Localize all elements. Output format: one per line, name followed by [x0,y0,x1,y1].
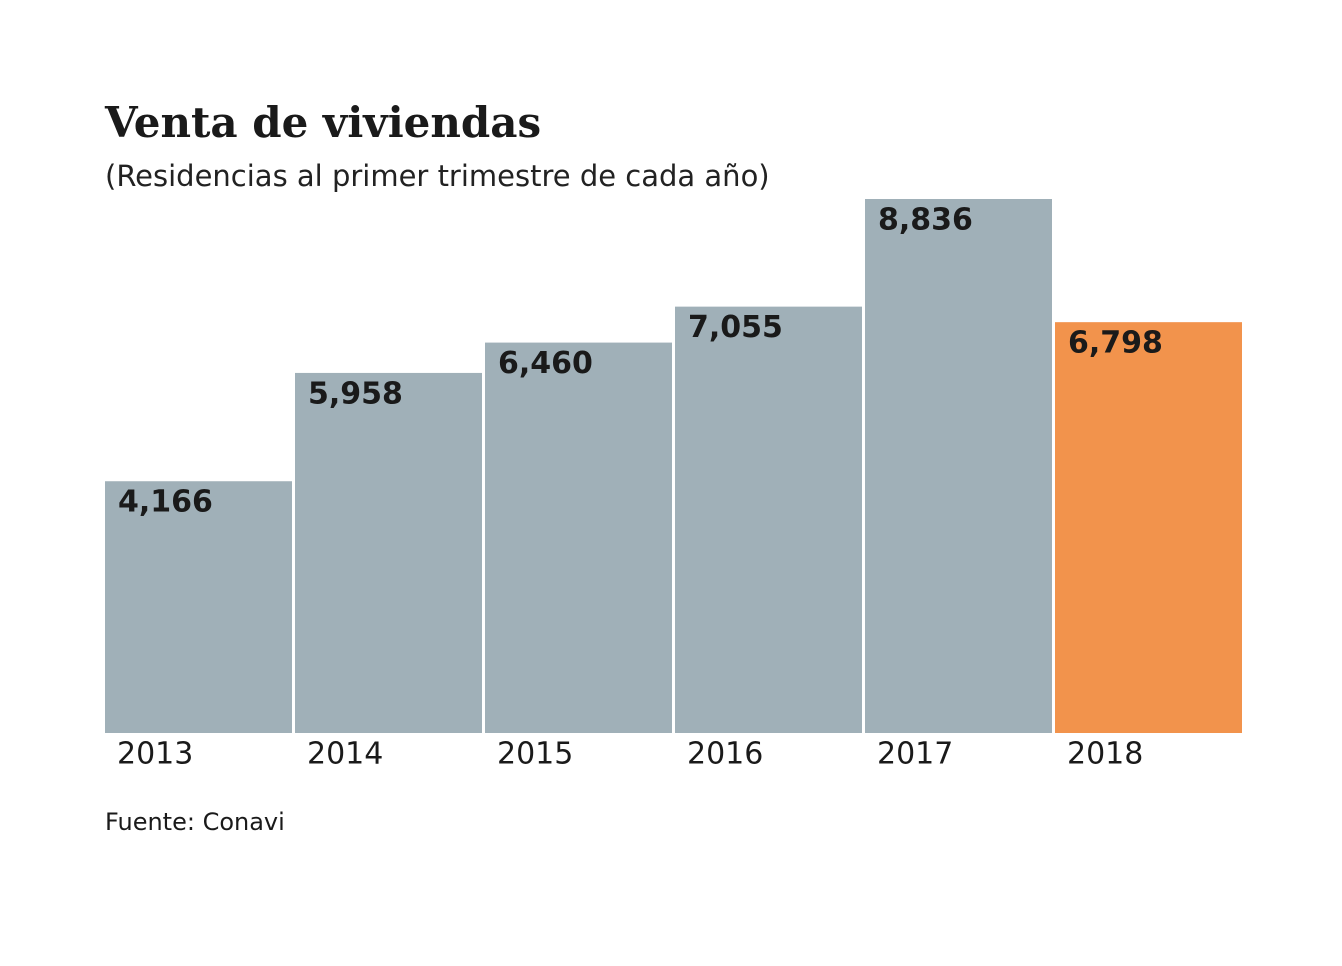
value-label: 6,460 [498,346,593,381]
value-label: 6,798 [1068,326,1163,361]
bar [295,372,482,733]
x-tick-label: 2017 [877,737,953,772]
bar [105,481,292,733]
value-label: 8,836 [878,203,973,238]
value-label: 4,166 [118,485,213,520]
x-tick-label: 2013 [117,737,193,772]
bar [485,342,672,733]
chart-subtitle: (Residencias al primer trimestre de cada… [105,159,770,193]
x-tick-label: 2014 [307,737,383,772]
x-tick-label: 2018 [1067,737,1143,772]
value-label: 5,958 [308,376,403,411]
chart-title: Venta de viviendas [104,98,541,147]
x-tick-label: 2015 [497,737,573,772]
bar [1055,322,1242,733]
bar [865,199,1052,733]
bar [675,306,862,733]
value-label: 7,055 [688,310,783,345]
source-note: Fuente: Conavi [105,808,285,836]
x-tick-label: 2016 [687,737,763,772]
